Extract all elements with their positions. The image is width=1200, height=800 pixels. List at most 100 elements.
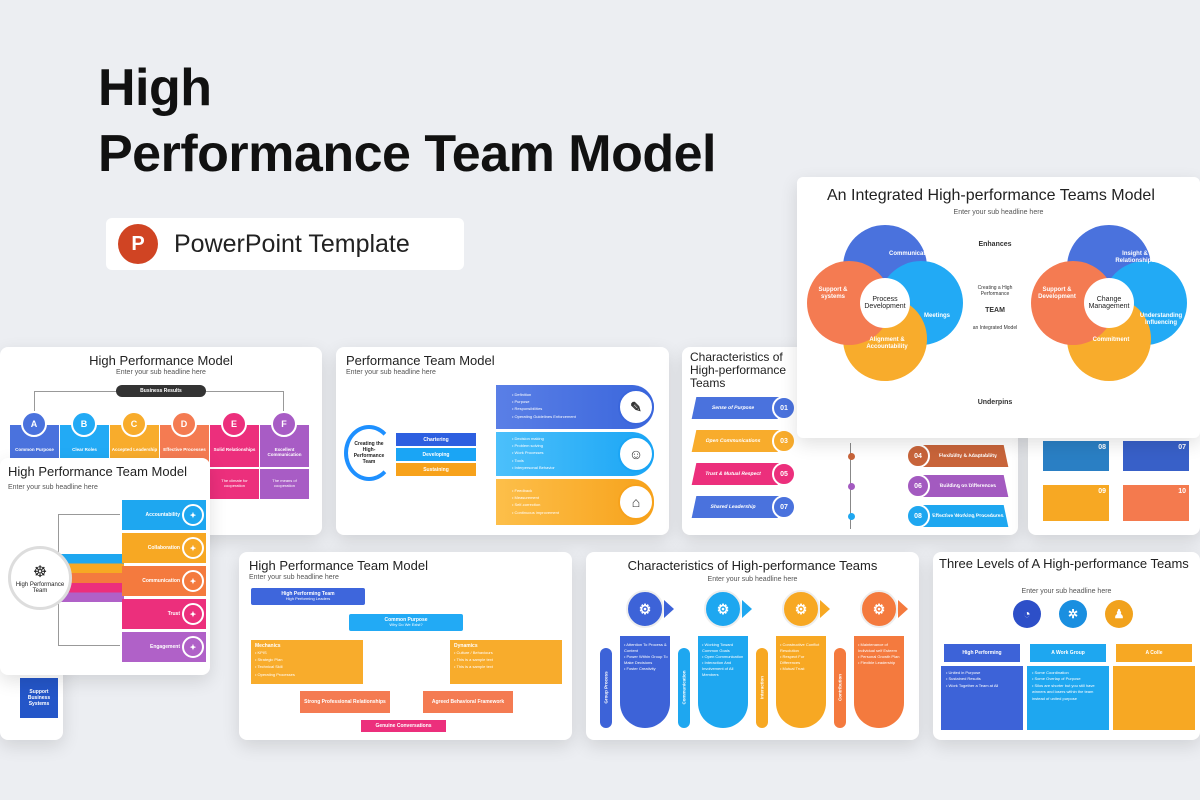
slide-high-performance-team-model-front[interactable]: High Performance Team Model Enter your s… <box>0 458 210 675</box>
item-icon: ✦ <box>182 636 204 658</box>
item-label: Accepted Leadership <box>111 447 158 452</box>
support-business-systems-box: Support Business Systems <box>20 678 58 718</box>
item-description: The means of cooperation <box>260 469 309 499</box>
characteristic-left: Trust & Mutual Respect <box>691 463 783 485</box>
label-underpins: Underpins <box>977 399 1013 406</box>
item-letter: F <box>271 411 297 437</box>
hero-title-line2: Performance Team Model <box>98 125 717 183</box>
business-results-pill: Business Results <box>116 385 206 397</box>
petal-label-bottom: Alignment & Accountability <box>866 337 908 351</box>
item-letter: A <box>21 411 47 437</box>
characteristic-number: 06 <box>906 474 930 498</box>
center-circle: ☸ High Performance Team <box>8 546 72 610</box>
item-label: Effective Processes <box>163 447 206 452</box>
step-07: 07 <box>1123 441 1189 471</box>
petal-label-top: Communication <box>889 251 935 257</box>
dynamics-box: DynamicsCulture / BehavioursThis is a sa… <box>450 640 562 684</box>
center-left: Process Development <box>860 278 910 328</box>
item-label: Common Purpose <box>15 447 54 452</box>
document-icon: ✎ <box>618 389 654 425</box>
characteristic-number: 01 <box>772 396 796 420</box>
characteristic-number: 03 <box>772 429 796 453</box>
label-enhances: Enhances <box>978 241 1012 248</box>
slide-three-levels[interactable]: Three Levels of A High-performance Teams… <box>933 552 1200 740</box>
slide-title: Performance Team Model <box>346 353 495 368</box>
level-header: A Colle <box>1116 644 1192 662</box>
column-label: Group Process <box>603 671 609 704</box>
powerpoint-logo-icon: P <box>118 224 158 264</box>
mechanics-box: MechanicsKPISStrategic PlanTechnical Ski… <box>251 640 363 684</box>
level-header: A Work Group <box>1030 644 1106 662</box>
slide-title: An Integrated High-performance Teams Mod… <box>827 187 1155 204</box>
center-label: High Performance Team <box>15 582 65 594</box>
slide-performance-team-model[interactable]: Performance Team Model Enter your sub he… <box>336 347 669 535</box>
column-body: Attention To Process & ContentPower With… <box>620 636 670 728</box>
characteristic-left: Open Communications <box>691 430 783 452</box>
petal-label-right: Meetings <box>923 313 950 319</box>
slide-team-model-flow[interactable]: High Performance Team Model Enter your s… <box>239 552 572 740</box>
stage-developing: Developing <box>396 448 476 461</box>
strong-relationships-box: Strong Professional Relationships <box>300 691 390 713</box>
characteristic-number: 05 <box>772 462 796 486</box>
level-body <box>1113 666 1195 730</box>
column-icon: ⚙ <box>782 590 820 628</box>
characteristic-left: Sense of Purpose <box>691 397 783 419</box>
slide-subtitle: Enter your sub headline here <box>1021 588 1112 595</box>
network-icon: ✲ <box>1059 600 1087 628</box>
slide-subtitle: Enter your sub headline here <box>116 369 206 376</box>
column-label: Contribution <box>837 674 843 701</box>
item-letter: D <box>171 411 197 437</box>
column-icon: ⚙ <box>860 590 898 628</box>
label-integrated: an Integrated Model <box>972 325 1018 331</box>
characteristic-number: 07 <box>772 495 796 519</box>
slide-title: Characteristics of High-performance Team… <box>627 558 878 573</box>
item-letter: C <box>121 411 147 437</box>
slide-title: High Performance Team Model <box>8 464 187 479</box>
item-icon: ✦ <box>182 570 204 592</box>
characteristic-left: Shared Leadership <box>691 496 783 518</box>
developing-bullets: Decision makingProblem solvingWork Proce… <box>512 435 554 471</box>
badge-label: PowerPoint Template <box>174 229 410 258</box>
slide-subtitle: Enter your sub headline here <box>249 574 339 581</box>
slide-subtitle: Enter your sub headline here <box>346 369 436 376</box>
sustaining-bullets: FeedbackMeasurementSelf-correctionContin… <box>512 487 559 516</box>
column-body: Working Toward Common GoalsOpen Communic… <box>698 636 748 728</box>
column-label: Interaction <box>759 676 765 700</box>
slide-subtitle: Enter your sub headline here <box>8 484 98 491</box>
label-creating: Creating a High Performance <box>977 285 1013 297</box>
center-circle: Creating the High-Performance Team <box>344 425 394 481</box>
petal-label-top: Insight & Relationships <box>1115 251 1155 265</box>
stage-sustaining: Sustaining <box>396 463 476 476</box>
stage-chartering: Chartering <box>396 433 476 446</box>
item-icon: ✦ <box>182 537 204 559</box>
slide-integrated-model[interactable]: An Integrated High-performance Teams Mod… <box>797 177 1200 438</box>
slide-subtitle: Enter your sub headline here <box>953 209 1044 216</box>
common-purpose-box: Common Purpose Why Do We Exist? <box>349 614 463 631</box>
high-performing-team-box: High Performing Team High Performing Lead… <box>251 588 365 605</box>
characteristic-number: 04 <box>906 444 930 468</box>
item-letter: B <box>71 411 97 437</box>
level-body: United in PurposeSustained ResultsWork T… <box>941 666 1023 730</box>
gauge-icon: ◔ <box>1013 600 1041 628</box>
level-header: High Performing <box>944 644 1020 662</box>
hero-title-line1: High <box>98 59 212 117</box>
label-team: TEAM <box>985 307 1005 314</box>
center-right: Change Management <box>1084 278 1134 328</box>
column-body: Constructive Conflict ResolutionRespect … <box>776 636 826 728</box>
chartering-bullets: DefinitionPurposeResponsibilitiesOperati… <box>512 391 576 420</box>
item-icon: ✦ <box>182 504 204 526</box>
petal-label-left: Support & systems <box>818 287 848 301</box>
slide-title: High Performance Team Model <box>249 558 428 573</box>
person-icon: ☺ <box>618 436 654 472</box>
behavioral-framework-box: Agreed Behavioral Framework <box>423 691 513 713</box>
petal-label-left: Support & Development <box>1038 287 1076 301</box>
petal-label-bottom: Commitment <box>1092 337 1130 343</box>
column-label: Communication <box>681 670 687 705</box>
item-label: Clear Roles <box>72 447 97 452</box>
slide-characteristics-columns[interactable]: Characteristics of High-performance Team… <box>586 552 919 740</box>
item-label: Solid Relationships <box>213 447 256 452</box>
item-description: The climate for cooperation <box>210 469 259 499</box>
item-icon: ✦ <box>182 603 204 625</box>
slide-title: Characteristics of High-performance Team… <box>690 350 787 390</box>
step-10: 10 <box>1123 485 1189 521</box>
